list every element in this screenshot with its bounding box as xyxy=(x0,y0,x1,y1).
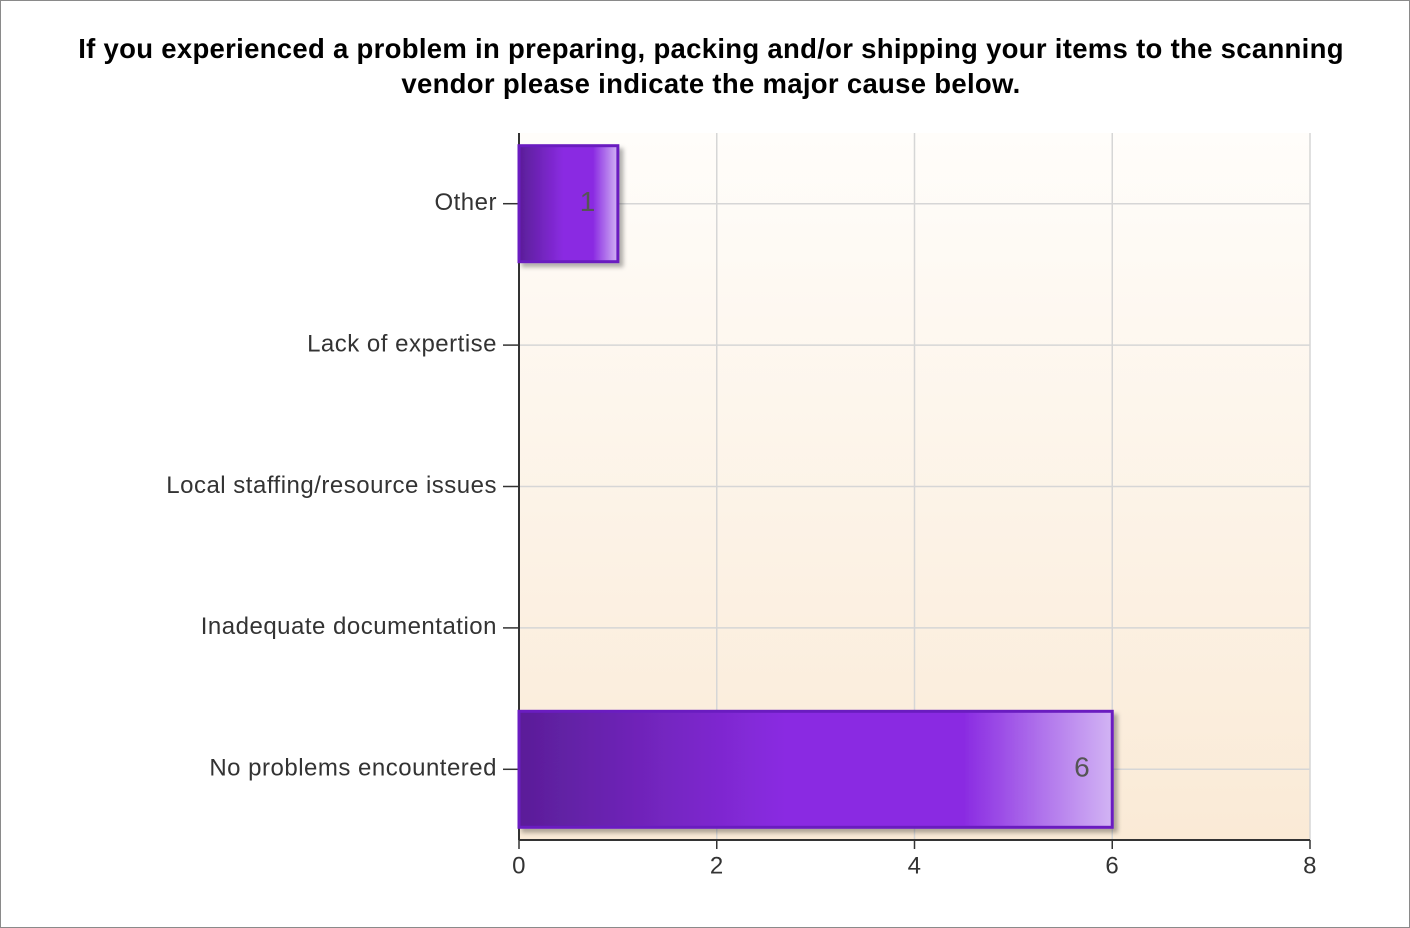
x-tick-label: 6 xyxy=(1105,852,1119,879)
y-tick-label: Other xyxy=(434,189,497,216)
chart-title: If you experienced a problem in preparin… xyxy=(78,33,1344,99)
x-tick-label: 8 xyxy=(1303,852,1317,879)
x-tick-label: 4 xyxy=(908,852,922,879)
y-tick-label: Local staffing/resource issues xyxy=(166,472,497,499)
value-label: 6 xyxy=(1074,752,1090,783)
x-tick-label: 2 xyxy=(710,852,724,879)
bar xyxy=(517,709,1114,829)
y-tick-label: Inadequate documentation xyxy=(201,613,497,640)
y-tick-label: No problems encountered xyxy=(209,755,497,782)
x-tick-label: 0 xyxy=(512,852,526,879)
y-tick-label: Lack of expertise xyxy=(307,330,497,357)
bar xyxy=(517,144,620,264)
value-label: 1 xyxy=(580,186,596,217)
